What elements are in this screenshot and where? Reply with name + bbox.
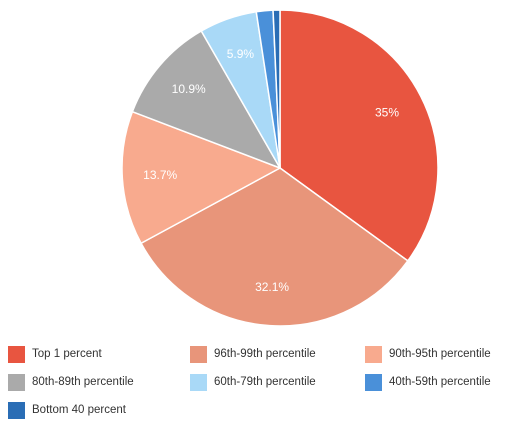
- pie-plot-area: 35% 32.1% 13.7% 10.9% 5.9%: [121, 9, 439, 327]
- legend-item-40th-59th-percentile: 40th-59th percentile: [365, 373, 491, 391]
- legend-label: Top 1 percent: [32, 348, 102, 360]
- legend-swatch: [365, 345, 382, 363]
- pie-slice-90th-95th-percentile: [121, 110, 281, 244]
- slice-label-60th-79th-percentile: 5.9%: [227, 47, 255, 61]
- legend-item-bottom-40-percent: Bottom 40 percent: [8, 401, 126, 419]
- legend-swatch: [8, 401, 25, 419]
- legend-label: 40th-59th percentile: [389, 376, 491, 388]
- legend-label: Bottom 40 percent: [32, 404, 126, 416]
- legend-label: 96th-99th percentile: [214, 348, 316, 360]
- legend-item-top-1-percent: Top 1 percent: [8, 345, 102, 363]
- legend-swatch: [8, 373, 25, 391]
- pie-slice-80th-89th-percentile: [131, 30, 281, 169]
- legend-item-96th-99th-percentile: 96th-99th percentile: [190, 345, 316, 363]
- legend-item-90th-95th-percentile: 90th-95th percentile: [365, 345, 491, 363]
- legend-label: 80th-89th percentile: [32, 376, 134, 388]
- legend-item-60th-79th-percentile: 60th-79th percentile: [190, 373, 316, 391]
- pie-slice-bottom-40-percent: [272, 9, 281, 169]
- legend-swatch: [8, 345, 25, 363]
- legend-label: 90th-95th percentile: [389, 348, 491, 360]
- legend-swatch: [190, 373, 207, 391]
- slice-label-90th-95th-percentile: 13.7%: [143, 168, 177, 182]
- pie-slices: [121, 9, 439, 327]
- legend-label: 60th-79th percentile: [214, 376, 316, 388]
- slice-label-top-1-percent: 35%: [375, 106, 399, 120]
- slice-labels: 35% 32.1% 13.7% 10.9% 5.9%: [143, 47, 399, 294]
- chart-legend: Top 1 percent 96th-99th percentile 90th-95…: [8, 342, 507, 426]
- legend-swatch: [365, 373, 382, 391]
- legend-item-80th-89th-percentile: 80th-89th percentile: [8, 373, 134, 391]
- slice-label-96th-99th-percentile: 32.1%: [255, 280, 289, 294]
- slice-label-80th-89th-percentile: 10.9%: [172, 82, 206, 96]
- legend-swatch: [190, 345, 207, 363]
- pie-slice-top-1-percent: [279, 9, 439, 262]
